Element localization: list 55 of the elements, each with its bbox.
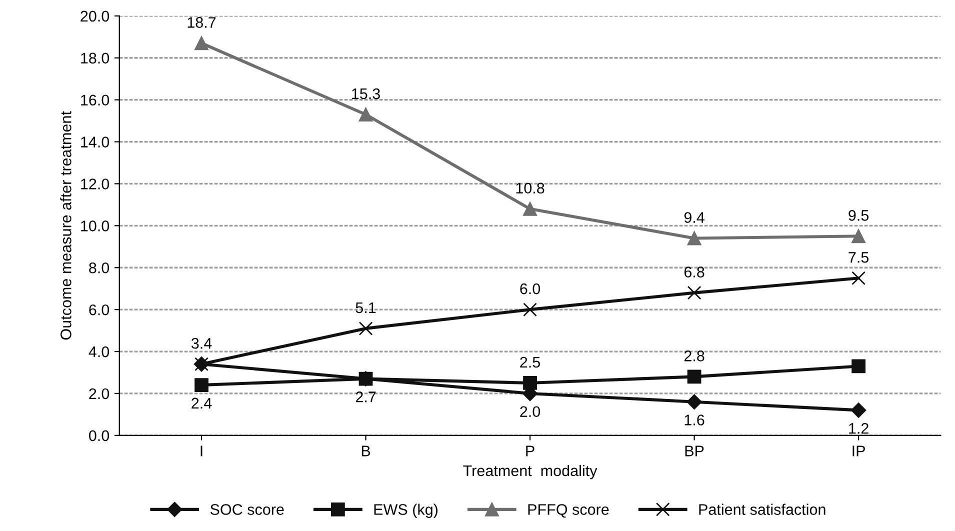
- data-label: 9.5: [848, 210, 869, 221]
- data-label: 2.4: [192, 398, 212, 408]
- data-label: 5.1: [356, 302, 376, 314]
- point: [358, 108, 373, 122]
- x-axis-title: Treatment modality: [463, 464, 598, 480]
- legend-label: Patient satisfaction: [699, 504, 826, 515]
- data-label: 18.7: [188, 17, 216, 28]
- data-label: 2.5: [520, 356, 540, 368]
- data-label: 6.8: [684, 266, 704, 278]
- point: [686, 394, 702, 410]
- point: [358, 322, 373, 336]
- point: [523, 202, 537, 216]
- point: [523, 302, 537, 317]
- data-label: 3.4: [191, 338, 212, 349]
- data-label: 2.7: [356, 392, 376, 402]
- point: [194, 36, 208, 50]
- text: 18.0: [81, 52, 110, 64]
- data-label: 2.8: [684, 350, 704, 362]
- text: 2.0: [89, 388, 110, 400]
- legend-label: SOC score: [210, 504, 284, 515]
- point: [852, 271, 866, 286]
- text: 8.0: [89, 262, 110, 274]
- point: [194, 378, 208, 392]
- legend-label: EWS (kg): [374, 504, 438, 518]
- text: 4.0: [88, 346, 110, 358]
- x-tick-label: BP: [685, 446, 704, 456]
- point: [687, 231, 702, 246]
- text: 20.0: [80, 10, 110, 22]
- x-tick-label: IP: [852, 446, 865, 456]
- text: 6.0: [89, 304, 110, 316]
- text: 0.0: [89, 430, 110, 442]
- point: [358, 372, 373, 386]
- point: [852, 359, 866, 374]
- x-tick-label: P: [526, 446, 534, 456]
- data-label: 2.0: [520, 406, 540, 418]
- point: [523, 376, 537, 390]
- point: [850, 402, 866, 418]
- text: 16.0: [81, 94, 110, 106]
- point: [852, 229, 866, 244]
- data-label: 1.2: [849, 422, 868, 434]
- data-label: 6.0: [520, 283, 540, 294]
- data-label: 1.6: [684, 414, 704, 426]
- y-axis-title: Outcome measure after treatment: [60, 111, 72, 340]
- legend-label: PFFQ score: [528, 504, 609, 518]
- data-label: 9.4: [684, 212, 704, 223]
- text: 14.0: [81, 136, 110, 148]
- point: [687, 286, 702, 300]
- data-label: 15.3: [352, 88, 380, 100]
- x-tick-label: I: [200, 446, 202, 456]
- data-label: 7.5: [848, 252, 869, 263]
- x-tick-label: B: [362, 446, 370, 456]
- point: [687, 370, 702, 384]
- text: 10.0: [81, 220, 110, 232]
- text: 12.0: [81, 178, 110, 190]
- data-label: 10.8: [516, 182, 544, 194]
